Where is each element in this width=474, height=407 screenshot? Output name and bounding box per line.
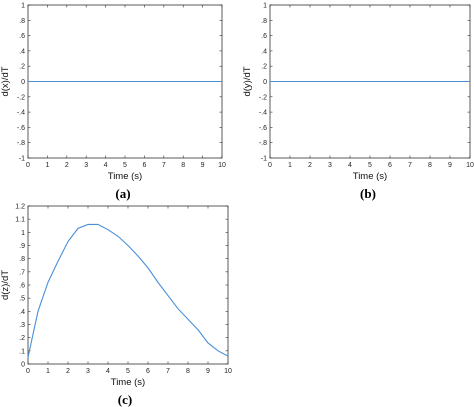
x-tick-label: 8: [186, 368, 190, 375]
x-tick-label: 9: [201, 162, 205, 169]
y-axis-label: d(x)/dT: [0, 66, 11, 96]
y-tick-label: -.4: [17, 110, 25, 117]
x-tick-label: 6: [142, 162, 146, 169]
x-tick-label: 2: [65, 162, 69, 169]
x-tick-label: 10: [466, 162, 474, 169]
y-tick-label: .1: [19, 348, 25, 355]
y-tick-label: .2: [19, 64, 25, 71]
y-tick-label: -.8: [17, 140, 25, 147]
y-tick-label: -.6: [259, 125, 267, 132]
x-tick-label: 1: [45, 162, 49, 169]
y-tick-label: .6: [19, 283, 25, 290]
y-tick-label: 1: [21, 3, 25, 10]
x-tick-label: 0: [26, 162, 30, 169]
x-tick-label: 9: [206, 368, 210, 375]
y-tick-label: 0: [263, 79, 267, 86]
x-tick-label: 3: [328, 162, 332, 169]
y-tick-label: .9: [19, 243, 25, 250]
y-tick-label: .8: [19, 256, 25, 263]
y-tick-label: .4: [19, 48, 25, 55]
y-tick-label: -.2: [17, 94, 25, 101]
panel-label: (a): [115, 186, 130, 201]
panel-label: (b): [360, 186, 376, 201]
x-axis-label: Time (s): [111, 377, 145, 388]
panel-label: (c): [118, 392, 132, 407]
x-tick-label: 0: [268, 162, 272, 169]
y-tick-label: .6: [261, 33, 267, 40]
y-tick-label: 1: [263, 3, 267, 10]
x-tick-label: 2: [66, 368, 70, 375]
y-axis-label: d(y)/dT: [242, 66, 253, 96]
x-axis-label: Time (s): [353, 171, 387, 182]
y-tick-label: .7: [19, 269, 25, 276]
y-tick-label: 1.1: [15, 217, 25, 224]
y-tick-label: .6: [19, 33, 25, 40]
y-tick-label: .4: [19, 309, 25, 316]
x-tick-label: 4: [104, 162, 108, 169]
chart-panel-b: 0 1 2 3 4 5 6 7 8 9 10 -1 -.8 -.6 -.4 -.2 0 .2 .4 .6 .8 1 Time…: [242, 3, 474, 202]
y-tick-label: 1.2: [15, 204, 25, 211]
x-tick-label: 10: [224, 368, 232, 375]
x-tick-label: 9: [448, 162, 452, 169]
x-tick-label: 7: [162, 162, 166, 169]
x-tick-label: 10: [218, 162, 226, 169]
y-tick-label: .2: [19, 335, 25, 342]
x-axis-label: Time (s): [108, 171, 142, 182]
y-tick-label: .3: [19, 322, 25, 329]
chart-panel-a: 0 1 2 3 4 5 6 7 8 9 10 -1 -.8 -.6 -.4 -.2 0 .2 .4 .6 .8 1 Time…: [0, 3, 226, 202]
x-tick-label: 6: [146, 368, 150, 375]
x-tick-label: 8: [428, 162, 432, 169]
y-tick-label: -.2: [259, 94, 267, 101]
y-tick-label: 1: [21, 230, 25, 237]
x-tick-label: 3: [84, 162, 88, 169]
y-axis-label: d(z)/dT: [0, 270, 11, 300]
x-tick-label: 3: [86, 368, 90, 375]
x-tick-label: 2: [308, 162, 312, 169]
x-tick-label: 4: [348, 162, 352, 169]
y-tick-label: 0: [21, 362, 25, 369]
x-tick-label: 5: [126, 368, 130, 375]
y-tick-label: -.8: [259, 140, 267, 147]
x-tick-label: 6: [388, 162, 392, 169]
y-tick-label: -.6: [17, 125, 25, 132]
x-tick-label: 7: [166, 368, 170, 375]
series-line: [27, 223, 229, 358]
x-tick-label: 1: [288, 162, 292, 169]
y-tick-label: -1: [261, 156, 267, 163]
x-tick-label: 0: [26, 368, 30, 375]
x-tick-label: 5: [123, 162, 127, 169]
y-tick-label: -1: [19, 156, 25, 163]
x-tick-label: 7: [408, 162, 412, 169]
y-tick-label: 0: [21, 79, 25, 86]
plot-frame: [27, 205, 229, 365]
x-tick-label: 4: [106, 368, 110, 375]
x-tick-label: 5: [368, 162, 372, 169]
y-tick-label: .5: [19, 296, 25, 303]
chart-panel-c: 0 1 2 3 4 5 6 7 8 9 10 0 .1 .2 .3 .4 .5 .6 .7 .8 .9 1 1.1 1.2 Ti…: [0, 204, 232, 407]
y-tick-label: .8: [261, 18, 267, 25]
y-tick-label: .2: [261, 64, 267, 71]
y-tick-label: -.4: [259, 110, 267, 117]
x-tick-label: 8: [181, 162, 185, 169]
x-tick-label: 1: [46, 368, 50, 375]
y-tick-label: .8: [19, 18, 25, 25]
y-tick-label: .4: [261, 48, 267, 55]
